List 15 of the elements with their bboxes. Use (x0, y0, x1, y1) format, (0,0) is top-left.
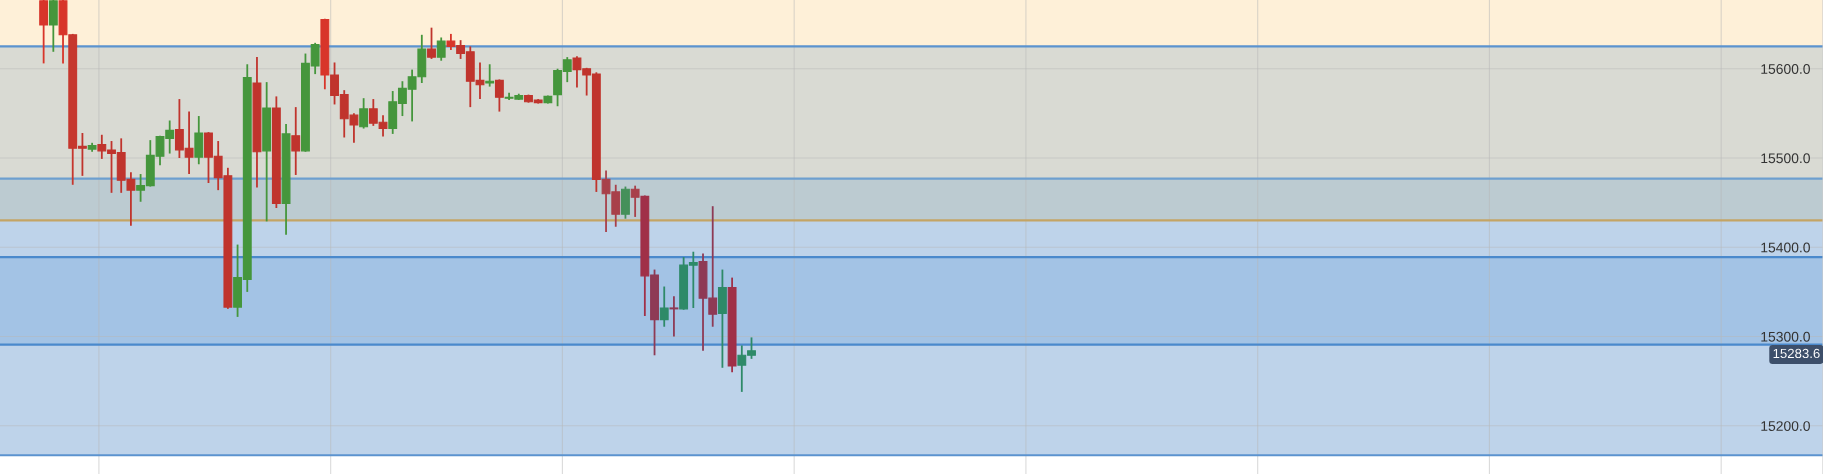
y-tick-label: 15400.0 (1761, 242, 1810, 253)
y-tick-label: 15500.0 (1761, 153, 1810, 164)
candlestick (659, 286, 669, 327)
y-tick-label: 15300.0 (1761, 331, 1810, 342)
y-tick-label: 15600.0 (1761, 64, 1810, 74)
candlestick (359, 98, 369, 129)
candlestick (291, 107, 301, 175)
candlestick (427, 27, 436, 59)
candlestick (669, 296, 679, 337)
y-tick-label: 15200.0 (1761, 421, 1810, 431)
candlestick (630, 185, 640, 217)
candlestick (485, 64, 495, 87)
candlestick (436, 37, 446, 61)
candlestick (494, 79, 504, 112)
annotation: 15283.6 (1773, 348, 1820, 359)
